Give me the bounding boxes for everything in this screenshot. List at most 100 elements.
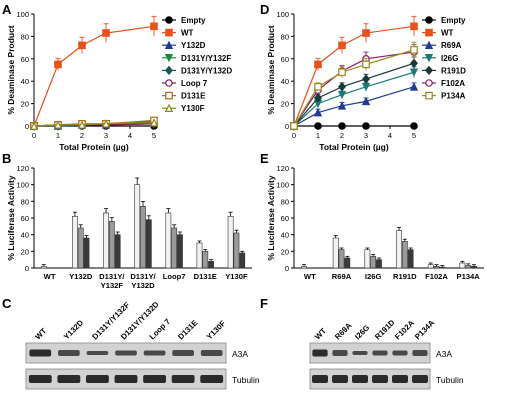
category-label: D131Y/ bbox=[130, 272, 156, 281]
bar bbox=[145, 219, 152, 269]
chart-e-group-wt: WT bbox=[301, 264, 316, 281]
category-label: D131Y/ bbox=[99, 272, 125, 281]
chart-a-x-label: Total Protein (µg) bbox=[59, 142, 129, 152]
category-label: R69A bbox=[332, 272, 352, 281]
bar bbox=[108, 221, 115, 269]
data-point bbox=[150, 22, 158, 31]
bar bbox=[239, 252, 246, 269]
legend-item: I26G bbox=[422, 54, 458, 63]
bar bbox=[439, 266, 446, 269]
category-label: Y130F bbox=[225, 272, 248, 281]
line-chart-a: 0 20 40 60 80 100 0 1 2 3 4 5 Total Protein (µg) % De… bbox=[6, 10, 232, 152]
legend-label: P134A bbox=[441, 92, 466, 101]
legend-label: Loop 7 bbox=[181, 79, 208, 88]
bar bbox=[364, 249, 371, 269]
chart-b-group-y130f: Y130F bbox=[225, 211, 248, 281]
blot-c-a3a-band bbox=[86, 351, 109, 355]
chart-d-y-tick-label: 100 bbox=[276, 10, 289, 19]
blot-c-a3a-label: A3A bbox=[232, 349, 248, 359]
legend-marker bbox=[425, 91, 433, 100]
blot-c-tubulin-band bbox=[86, 375, 109, 383]
chart-d-series-i26g bbox=[289, 66, 419, 131]
chart-b-y-tick-label: 20 bbox=[21, 247, 29, 256]
category-label: Y132D bbox=[69, 272, 93, 281]
data-point bbox=[410, 58, 418, 69]
series-line bbox=[293, 25, 415, 127]
legend-item: D131Y/Y132D bbox=[162, 65, 232, 75]
chart-a-y-tick-label: 80 bbox=[21, 32, 29, 41]
data-point bbox=[410, 22, 418, 31]
chart-b-group-wt: WT bbox=[40, 264, 56, 281]
bar bbox=[344, 257, 351, 269]
legend-item: R69A bbox=[422, 40, 462, 50]
bar bbox=[332, 237, 339, 269]
chart-d-legend: Empty WT R69A I26G R191D F102A P134A bbox=[422, 16, 466, 101]
chart-e-y-tick-label: 120 bbox=[276, 164, 289, 173]
chart-d-series-wt bbox=[290, 15, 418, 130]
legend-marker bbox=[424, 40, 434, 50]
data-point bbox=[362, 29, 370, 37]
legend-item: F102A bbox=[422, 79, 465, 88]
chart-d-x-tick-label: 1 bbox=[316, 131, 320, 140]
blot-f-a3a-band bbox=[352, 351, 368, 355]
data-point bbox=[337, 90, 347, 100]
data-point bbox=[54, 60, 62, 69]
chart-b-y-tick-label: 60 bbox=[21, 214, 29, 223]
category-label: Y132D bbox=[131, 281, 155, 290]
data-point bbox=[362, 74, 370, 84]
chart-a-x-tick-label: 5 bbox=[152, 131, 156, 140]
chart-e-group-i26g: I26G bbox=[364, 247, 382, 281]
chart-a-y-tick-label: 20 bbox=[21, 100, 29, 109]
legend-label: F102A bbox=[441, 79, 465, 88]
bar bbox=[202, 251, 209, 269]
bar bbox=[459, 262, 466, 269]
blot-f-lane-label: I26G bbox=[353, 323, 371, 341]
bar bbox=[471, 266, 477, 269]
bar bbox=[114, 234, 121, 269]
bar bbox=[165, 212, 172, 269]
chart-d-x-tick-label: 0 bbox=[292, 131, 296, 140]
blot-c-a3a-band bbox=[115, 350, 137, 356]
bar bbox=[370, 256, 377, 269]
legend-item: Y130F bbox=[162, 103, 205, 113]
chart-a-x-tick-label: 0 bbox=[32, 131, 36, 140]
category-label: R191D bbox=[393, 272, 417, 281]
blot-c-a3a-band bbox=[58, 350, 80, 356]
data-point bbox=[290, 122, 298, 130]
legend-item: WT bbox=[162, 29, 194, 38]
legend-marker bbox=[164, 103, 174, 113]
legend-marker bbox=[165, 16, 173, 24]
chart-d-series-r69a bbox=[289, 82, 419, 130]
blot-f-tubulin-band bbox=[392, 375, 408, 383]
data-point bbox=[338, 122, 346, 130]
chart-d-y-tick-label: 80 bbox=[281, 32, 289, 41]
blot-c-lane-label: WT bbox=[33, 326, 48, 341]
category-label: P134A bbox=[457, 272, 481, 281]
bar bbox=[376, 259, 382, 269]
legend-label: Y132D bbox=[181, 41, 206, 50]
chart-a-y-tick-label: 0 bbox=[25, 122, 29, 131]
blot-f-bands bbox=[312, 349, 428, 383]
chart-d-y-tick-label: 20 bbox=[281, 100, 289, 109]
chart-d-x-tick-label: 4 bbox=[388, 131, 392, 140]
blot-f-tubulin-band bbox=[352, 375, 368, 383]
chart-a-series-y130f bbox=[29, 118, 159, 130]
blot-f-lane-label: F102A bbox=[393, 318, 416, 341]
legend-label: WT bbox=[181, 29, 194, 38]
data-point bbox=[314, 93, 322, 103]
bar bbox=[83, 237, 90, 269]
chart-b-y-tick-label: 40 bbox=[21, 231, 29, 240]
chart-e-y-tick-label: 0 bbox=[285, 264, 289, 273]
data-point bbox=[102, 29, 110, 37]
legend-item: Y132D bbox=[162, 40, 206, 50]
bar-chart-b: 0 20 40 60 80 100 120% Luciferase Activity WT Y1… bbox=[6, 164, 252, 290]
blot-f-lane-label: WT bbox=[313, 326, 328, 341]
legend-label: R69A bbox=[441, 41, 462, 50]
chart-d-x-tick-label: 3 bbox=[364, 131, 368, 140]
data-point bbox=[338, 82, 346, 92]
chart-b-axes: 0 20 40 60 80 100 120% Luciferase Activity bbox=[6, 164, 252, 273]
legend-marker bbox=[424, 53, 434, 63]
bar bbox=[77, 227, 84, 269]
